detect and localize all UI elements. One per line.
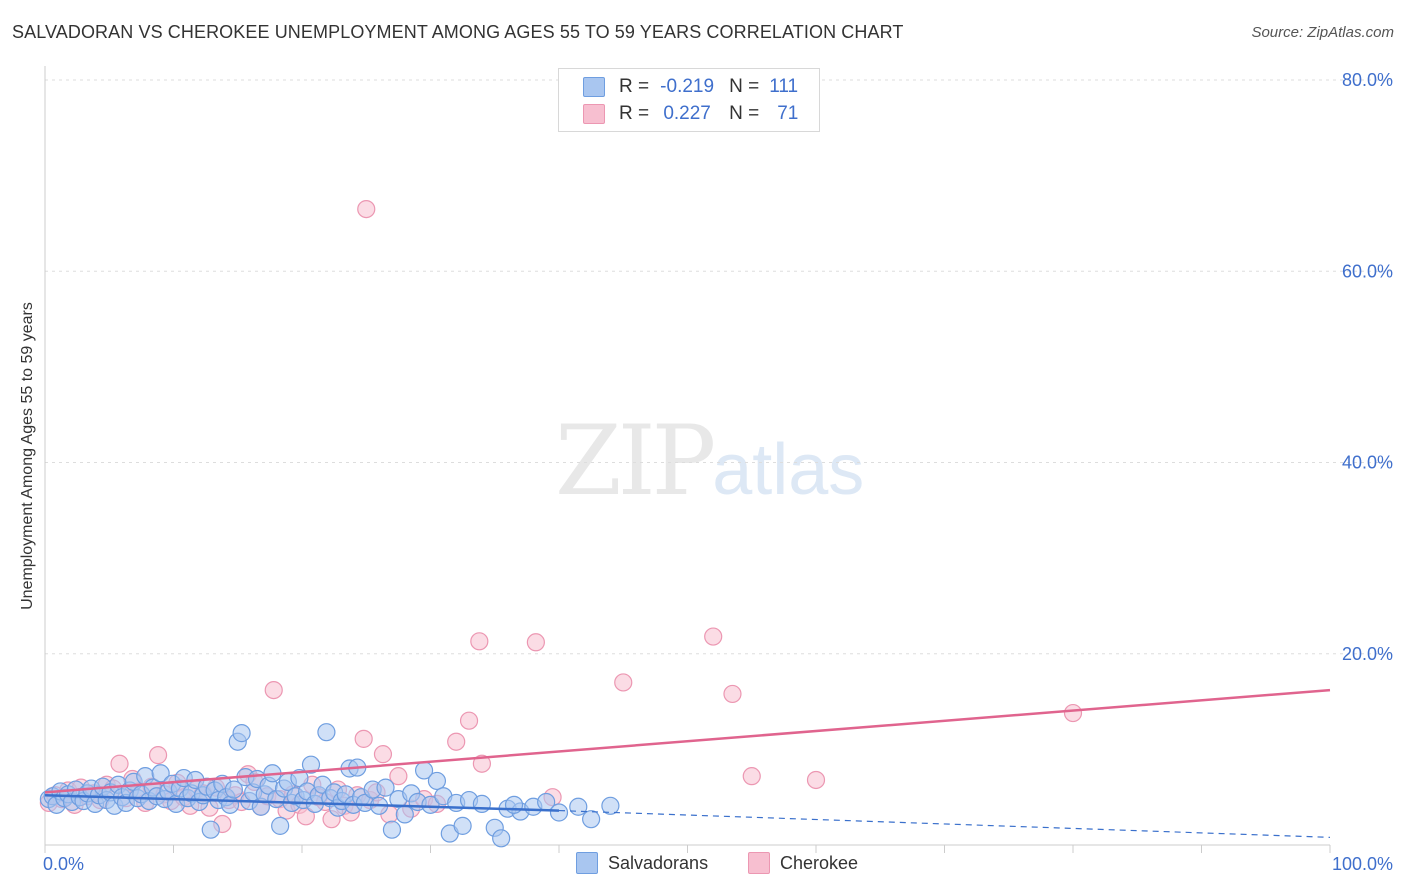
series-swatch-cherokee — [748, 852, 770, 874]
series-label-cherokee: Cherokee — [780, 852, 859, 873]
cherokee-point — [614, 673, 633, 692]
cherokee-point — [373, 745, 393, 764]
series-legend-salvadorans: Salvadorans — [576, 852, 708, 874]
legend-r-value-cherokee: 0.227 — [663, 103, 711, 124]
cherokee-point — [470, 632, 489, 651]
cherokee-point — [389, 767, 408, 786]
salvadoran-point — [271, 816, 290, 835]
legend-r-label: R = — [619, 103, 650, 124]
cherokee-point — [526, 633, 545, 652]
salvadoran-point — [382, 820, 402, 839]
cherokee-point — [459, 711, 479, 730]
cherokee-point — [148, 746, 168, 765]
series-legend-cherokee: Cherokee — [748, 852, 858, 874]
salvadoran-point — [569, 797, 588, 816]
series-label-salvadorans: Salvadorans — [608, 852, 709, 873]
salvadorans-trend-line — [44, 794, 560, 812]
legend-n-label: N = — [729, 103, 760, 124]
salvadoran-point — [301, 755, 321, 774]
y-tick-label: 60.0% — [1342, 261, 1393, 281]
legend-swatch-cherokee — [583, 104, 605, 124]
salvadoran-point — [421, 795, 440, 814]
legend-r-label: R = — [619, 76, 650, 97]
salvadoran-point — [582, 810, 601, 829]
salvadoran-point — [549, 803, 569, 822]
salvadoran-point — [453, 816, 472, 835]
salvadoran-point — [376, 778, 395, 797]
salvadoran-point — [317, 723, 336, 742]
watermark-atlas: atlas — [712, 430, 865, 510]
x-tick-label: 0.0% — [43, 854, 84, 874]
cherokee-point — [1063, 703, 1083, 723]
cherokee-point — [723, 684, 742, 704]
y-tick-label: 20.0% — [1342, 644, 1393, 664]
cherokee-point — [447, 732, 466, 751]
salvadoran-point — [504, 795, 524, 814]
cherokee-point — [110, 754, 129, 773]
salvadoran-point — [395, 805, 414, 824]
salvadoran-point — [151, 764, 170, 783]
cherokee-trend-line — [44, 688, 1331, 794]
y-tick-label: 80.0% — [1342, 70, 1393, 90]
legend-row-salvadorans: R = -0.219 N = 111 — [583, 75, 798, 99]
legend-n-label: N = — [729, 76, 760, 97]
salvadoran-point — [224, 780, 243, 799]
salvadorans-trend-extension — [558, 809, 1331, 838]
y-tick-label: 40.0% — [1342, 453, 1393, 473]
salvadoran-point — [427, 771, 447, 791]
cherokee-point — [357, 199, 376, 219]
salvadoran-point — [601, 796, 620, 815]
legend-row-cherokee: R = 0.227 N = 71 — [583, 102, 798, 126]
salvadoran-point — [472, 794, 491, 813]
chart-title: SALVADORAN VS CHEROKEE UNEMPLOYMENT AMON… — [12, 22, 904, 42]
cherokee-point — [354, 729, 373, 748]
cherokee-point — [472, 754, 491, 773]
cherokee-point — [704, 627, 723, 646]
cherokee-point — [806, 770, 826, 790]
correlation-legend: R = -0.219 N = 111 R = 0.227 N = 71 — [558, 68, 820, 132]
legend-swatch-salvadorans — [583, 77, 605, 97]
salvadoran-point — [201, 820, 220, 839]
salvadoran-point — [232, 724, 251, 743]
series-swatch-salvadorans — [576, 852, 598, 874]
salvadoran-point — [492, 829, 511, 848]
chart-source: Source: ZipAtlas.com — [1251, 24, 1394, 41]
legend-n-value-salvadorans: 111 — [769, 76, 799, 97]
series-legend: Salvadorans Cherokee — [0, 852, 1406, 878]
legend-n-value-cherokee: 71 — [777, 103, 799, 124]
salvadoran-point — [220, 795, 240, 814]
legend-r-value-salvadorans: -0.219 — [660, 76, 715, 97]
cherokee-point — [742, 767, 761, 786]
watermark-zip: ZIP — [555, 405, 716, 517]
zipatlas-watermark: ZIPatlas — [555, 405, 864, 517]
salvadoran-point — [290, 768, 309, 788]
cherokee-point — [264, 680, 283, 700]
x-tick-label: 100.0% — [1332, 854, 1393, 874]
